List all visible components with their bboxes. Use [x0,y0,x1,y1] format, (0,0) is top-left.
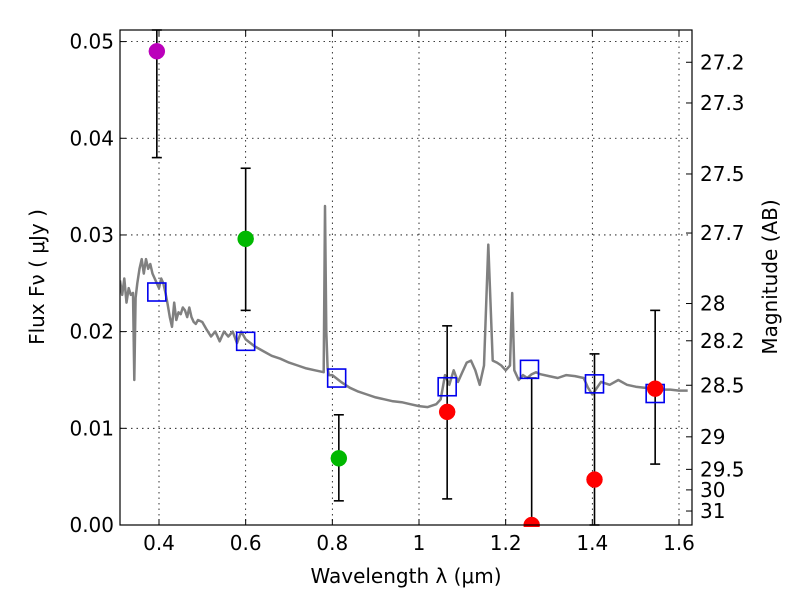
x-tick-label: 1 [413,531,426,555]
observed-flux-point [438,403,456,421]
model-square-marker [437,376,457,397]
y-right-tick-label: 27.2 [700,50,745,74]
y-axis-label: Flux Fν ( μJy ) [25,209,49,345]
observed-flux-point [330,450,348,467]
model-square-marker [235,331,256,352]
x-tick-label: 0.8 [316,531,348,555]
model-square-marker [147,282,167,302]
observed-flux-point [646,380,664,397]
x-tick-label: 0.4 [143,531,175,555]
grid [120,30,692,526]
y-right-tick-label: 28.5 [700,373,745,397]
observed-flux-point [237,230,254,248]
y-right-tick-label: 29 [700,425,725,449]
y-right-tick-label: 27.3 [700,91,745,115]
y-right-tick-label: 27.5 [700,162,745,186]
y-tick-label: 0.01 [69,416,114,440]
plot-frame [119,29,693,526]
axes: 0.4 0.6 0.8 1 1.2 1.4 1.6 0.00 0.01 0.02 0.03 0.04 0… [69,30,744,555]
model-square-marker [326,368,347,388]
y-right-tick-label: 28 [700,292,725,316]
model-square-marker [584,374,605,394]
y-tick-label: 0.00 [69,513,114,537]
y-tick-label: 0.04 [69,126,114,150]
observed-flux-point [586,471,603,488]
model-square-marker [519,359,540,380]
x-tick-label: 0.6 [230,531,262,555]
y-right-tick-label: 31 [700,499,725,523]
y-right-tick-label: 30 [700,478,725,502]
x-tick-label: 1.2 [490,531,522,555]
observed-flux-point [148,43,166,60]
y-tick-label: 0.02 [69,320,114,344]
y-right-tick-label: 27.7 [700,221,745,245]
x-tick-label: 1.6 [663,531,695,555]
x-axis-label: Wavelength λ (μm) [310,564,501,588]
y-tick-label: 0.05 [69,30,114,54]
y-tick-label: 0.03 [69,223,114,247]
y-right-tick-label: 29.5 [700,457,745,481]
plot-area [120,29,688,527]
template-sed-line [120,204,688,409]
y-axis-right-label: Magnitude (AB) [758,199,782,354]
y-right-tick-label: 28.2 [700,329,745,353]
x-tick-label: 1.4 [576,531,608,555]
